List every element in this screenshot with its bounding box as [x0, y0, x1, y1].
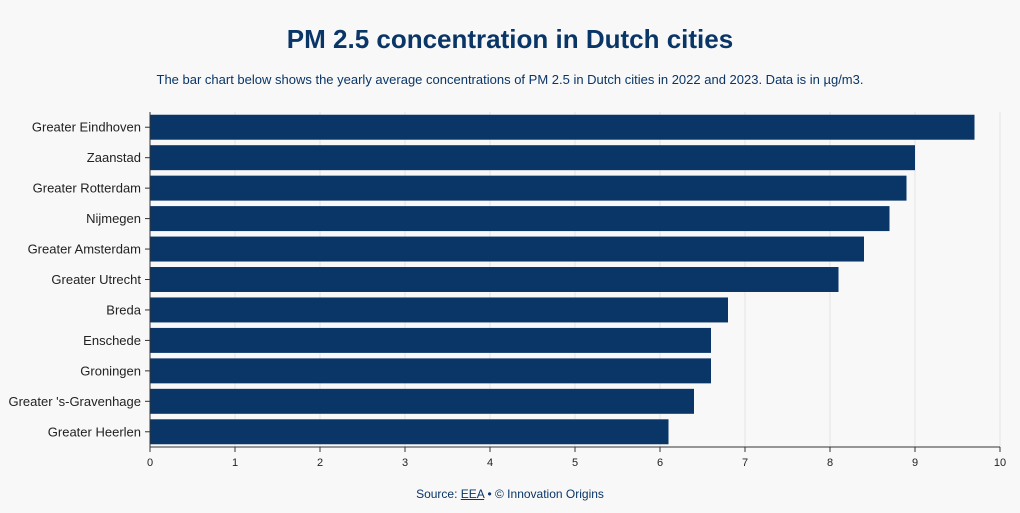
- category-label: Nijmegen: [86, 211, 141, 226]
- bar: [150, 327, 711, 353]
- category-label: Zaanstad: [87, 150, 141, 165]
- source-link[interactable]: EEA: [460, 487, 485, 501]
- bar: [150, 145, 915, 171]
- x-tick-label: 5: [572, 457, 578, 469]
- x-tick-label: 6: [657, 457, 663, 469]
- x-tick-label: 7: [742, 457, 748, 469]
- chart-subtitle: The bar chart below shows the yearly ave…: [156, 72, 864, 87]
- category-label: Greater Eindhoven: [32, 120, 141, 135]
- bar: [150, 267, 839, 292]
- category-label: Enschede: [83, 333, 141, 348]
- x-tick-label: 1: [232, 457, 238, 469]
- chart-title: PM 2.5 concentration in Dutch cities: [286, 24, 734, 54]
- category-label: Greater Utrecht: [51, 272, 141, 287]
- bar: [150, 236, 864, 262]
- x-tick-label: 10: [994, 457, 1006, 469]
- bar: [150, 114, 975, 140]
- category-label: Groningen: [80, 363, 141, 378]
- bar: [150, 297, 728, 323]
- category-label: Breda: [106, 302, 141, 317]
- category-label: Greater 's-Gravenhage: [8, 394, 141, 409]
- bar: [150, 388, 694, 414]
- category-label: Greater Rotterdam: [33, 181, 141, 196]
- bar: [150, 206, 890, 232]
- category-label: Greater Heerlen: [48, 424, 141, 439]
- x-tick-label: 0: [147, 457, 153, 469]
- category-label: Greater Amsterdam: [28, 242, 141, 257]
- x-tick-label: 9: [912, 457, 918, 469]
- x-tick-label: 3: [402, 457, 408, 469]
- bar: [150, 175, 907, 201]
- bar: [150, 358, 711, 384]
- bar: [150, 419, 669, 445]
- footer-suffix: • © Innovation Origins: [484, 487, 604, 501]
- footer-prefix: Source:: [416, 487, 461, 501]
- x-tick-label: 8: [827, 457, 833, 469]
- x-tick-label: 4: [487, 457, 493, 469]
- x-tick-label: 2: [317, 457, 323, 469]
- source-footer: Source: EEA • © Innovation Origins: [0, 487, 1020, 501]
